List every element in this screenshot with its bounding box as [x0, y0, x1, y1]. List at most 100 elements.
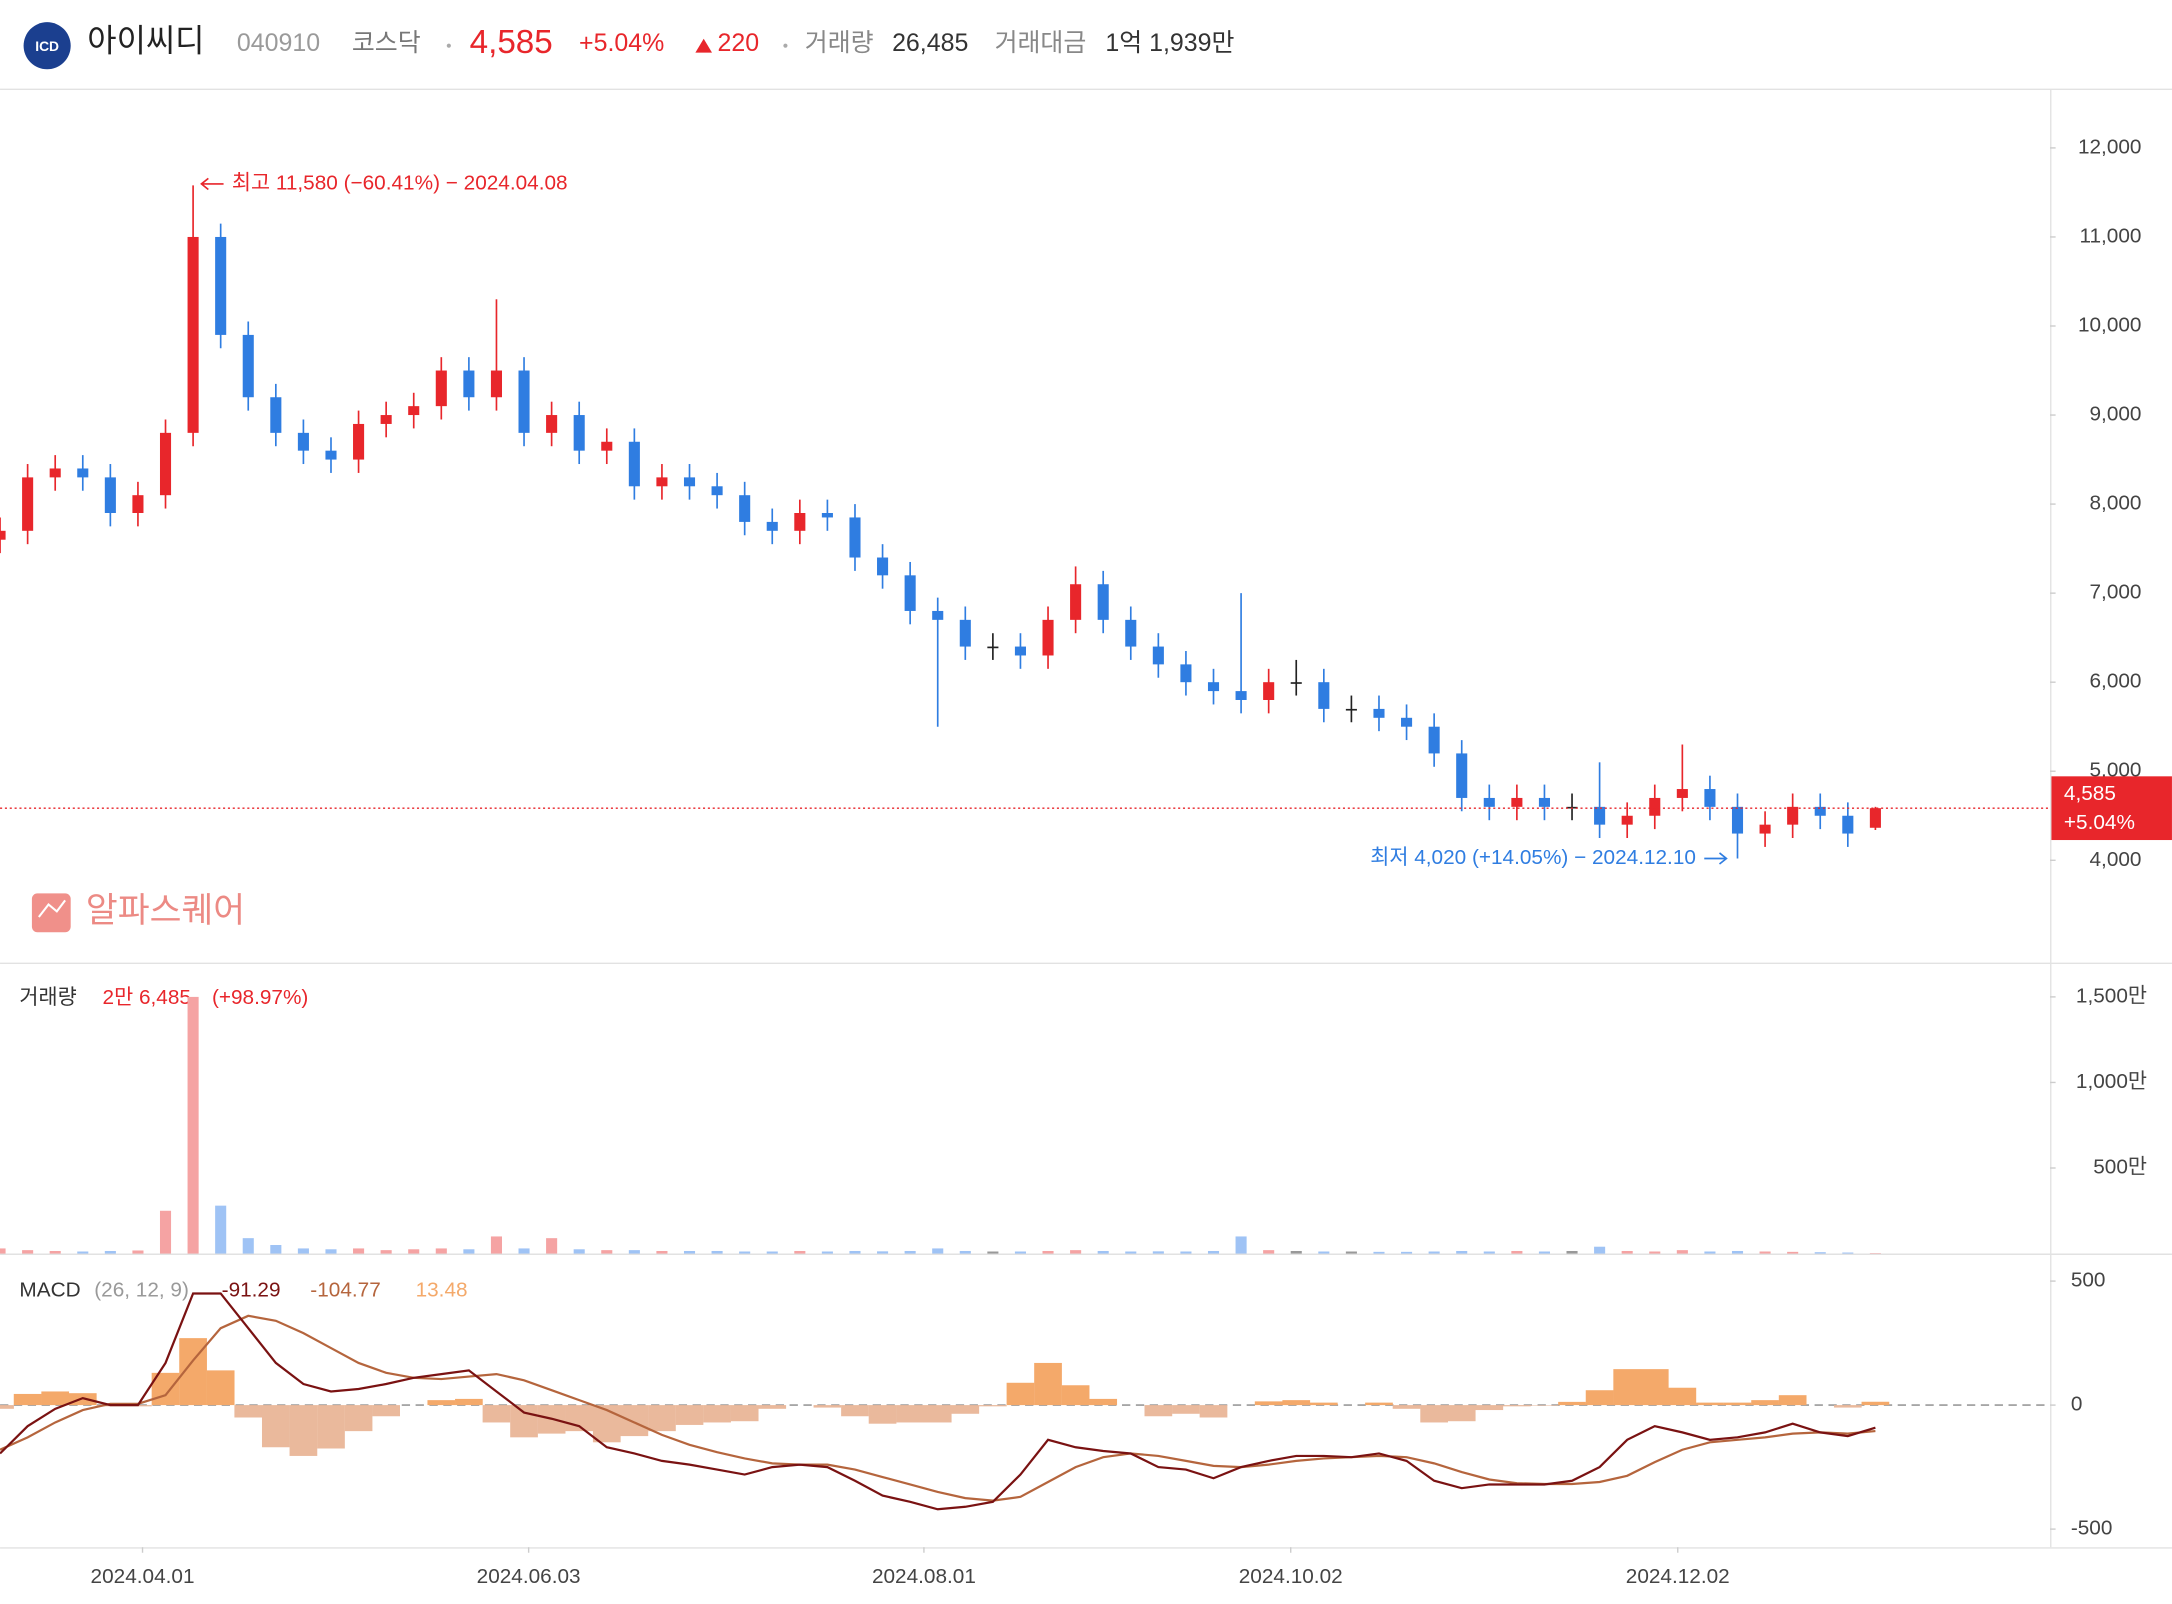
volume-bar	[1125, 1251, 1137, 1254]
histogram-bar	[592, 1405, 621, 1443]
candle-body	[1235, 691, 1247, 700]
histogram-bar	[896, 1405, 924, 1423]
volume-bar	[1345, 1251, 1357, 1254]
histogram-bar	[1861, 1401, 1890, 1406]
histogram-bar	[703, 1405, 731, 1423]
high-annotation: 최고 11,580 (−60.41%) − 2024.04.08	[232, 171, 568, 194]
histogram-bar	[1254, 1401, 1283, 1406]
y-tick-label: 6,000	[2090, 670, 2142, 693]
candle-body	[270, 397, 282, 433]
volume-bar	[1070, 1250, 1082, 1254]
histogram-bar	[1420, 1405, 1448, 1423]
volume-bar	[490, 1236, 503, 1254]
candle-body	[1621, 815, 1633, 825]
candle-body	[1704, 789, 1716, 807]
histogram-bar	[455, 1398, 483, 1406]
candle-body	[1787, 806, 1799, 825]
volume-bar	[1566, 1250, 1578, 1254]
candle-body	[518, 370, 530, 433]
histogram-bar	[1006, 1382, 1035, 1406]
histogram-legend-value: 13.48	[416, 1278, 468, 1301]
volume-bar	[0, 1248, 6, 1254]
y-tick-label: 8,000	[2090, 492, 2142, 515]
candle-body	[1097, 584, 1109, 620]
volume-bar	[159, 1210, 172, 1254]
volume-bar	[1814, 1252, 1826, 1254]
y-tick-label: 1,000만	[2076, 1070, 2147, 1093]
macd-title: MACD	[19, 1278, 80, 1301]
volume-bar	[104, 1250, 116, 1254]
candle-body	[325, 450, 337, 460]
volume-bar	[1152, 1251, 1164, 1254]
watermark-icon	[31, 893, 71, 933]
candle-body	[1373, 708, 1385, 718]
candle-body	[877, 557, 889, 576]
histogram-bar	[1585, 1390, 1614, 1406]
change-pct: +5.04%	[579, 29, 664, 57]
candle-body	[1676, 789, 1688, 798]
volume-bar	[683, 1250, 696, 1254]
histogram-bar	[482, 1405, 511, 1423]
candle-body	[1731, 806, 1744, 834]
candle-body	[959, 619, 971, 647]
volume-bar	[187, 996, 199, 1254]
histogram-bar	[344, 1405, 373, 1432]
candle-body	[1290, 682, 1302, 684]
y-tick-label: 5,000	[2090, 759, 2142, 782]
current-change-label: +5.04%	[2064, 811, 2135, 834]
x-tick-label: 2024.06.03	[477, 1565, 581, 1588]
histogram-bar	[234, 1405, 263, 1418]
candle-body	[1483, 797, 1495, 807]
y-tick-label: 500	[2071, 1269, 2106, 1292]
candle-body	[104, 477, 116, 513]
histogram-bar	[813, 1405, 842, 1408]
candle-body	[49, 468, 61, 478]
separator	[446, 43, 451, 48]
volume-bar	[353, 1248, 365, 1254]
candle-body	[242, 334, 254, 398]
volume-bar	[1787, 1251, 1799, 1254]
histogram-bar	[41, 1391, 70, 1406]
volume-bar	[1290, 1250, 1302, 1254]
y-tick-label: 1,500만	[2076, 984, 2147, 1007]
volume-bar	[518, 1248, 530, 1254]
y-tick-label: 12,000	[2078, 135, 2142, 158]
candle-body	[1070, 584, 1082, 620]
histogram-bar	[0, 1405, 14, 1409]
candle-body	[1511, 797, 1523, 807]
up-triangle	[695, 38, 713, 53]
candle-body	[159, 432, 172, 496]
histogram-bar	[1558, 1401, 1586, 1406]
stock-name[interactable]: 아이씨디	[87, 22, 204, 58]
candle-body	[132, 495, 144, 513]
candle-body	[1125, 619, 1137, 647]
candle-body	[353, 423, 365, 460]
volume-bar	[1373, 1251, 1385, 1254]
y-tick-label: 9,000	[2090, 403, 2142, 426]
volume-bar	[1207, 1250, 1220, 1254]
candle-body	[490, 370, 503, 398]
histogram-bar	[1089, 1398, 1118, 1406]
watermark: 알파스퀘어	[86, 892, 245, 930]
macd-line	[0, 1292, 1876, 1511]
signal-line	[0, 1314, 1876, 1502]
volume-bar	[49, 1250, 61, 1254]
candle-body	[1594, 806, 1606, 825]
annotation-arrow	[1704, 852, 1728, 865]
candle-body	[628, 441, 640, 487]
histogram-bar	[979, 1405, 1007, 1407]
macd-legend-value: -91.29	[222, 1278, 281, 1301]
histogram-bar	[1172, 1405, 1200, 1414]
volume-title: 거래량	[19, 986, 76, 1009]
candle-body	[683, 477, 696, 487]
volume-bar	[1759, 1251, 1771, 1254]
volume-bar	[1594, 1246, 1606, 1254]
candle-body	[1428, 726, 1440, 754]
volume-bar	[1842, 1252, 1854, 1254]
candle-body	[380, 415, 392, 424]
histogram-bar	[841, 1405, 869, 1417]
volume-bar	[601, 1250, 613, 1254]
histogram-bar	[372, 1405, 400, 1417]
volume-bar	[987, 1251, 999, 1254]
candle-body	[932, 610, 944, 620]
